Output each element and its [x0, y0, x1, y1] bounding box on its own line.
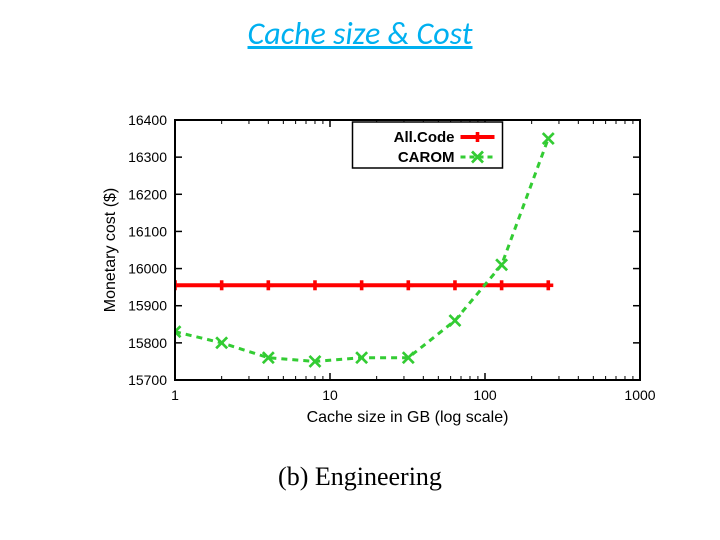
subcaption: (b) Engineering	[0, 462, 720, 492]
ytick-label: 16200	[128, 186, 167, 202]
ytick-label: 15800	[128, 335, 167, 351]
ytick-label: 16300	[128, 149, 167, 165]
slide-title: Cache size & Cost	[0, 14, 720, 53]
xtick-label: 1	[171, 387, 179, 403]
legend-label: CAROM	[398, 149, 455, 166]
xtick-label: 10	[322, 387, 338, 403]
chart-container: 15700 15800 15900 16000 16100 16200 16300 16400…	[95, 110, 655, 440]
ytick-label: 16100	[128, 223, 167, 239]
ytick-label: 15900	[128, 298, 167, 314]
slide: Cache size & Cost 15700 15800 15900 16000 16…	[0, 0, 720, 540]
xtick-label: 100	[473, 387, 497, 403]
y-axis-label: Monetary cost ($)	[102, 188, 119, 312]
ytick-label: 16000	[128, 261, 167, 277]
legend-label: All.Code	[394, 129, 455, 146]
x-axis-label: Cache size in GB (log scale)	[307, 409, 509, 426]
legend: All.Code CAROM	[353, 122, 503, 168]
xtick-label: 1000	[624, 387, 655, 403]
chart-svg: 15700 15800 15900 16000 16100 16200 16300 16400…	[95, 110, 655, 440]
ytick-label: 16400	[128, 112, 167, 128]
ytick-label: 15700	[128, 372, 167, 388]
